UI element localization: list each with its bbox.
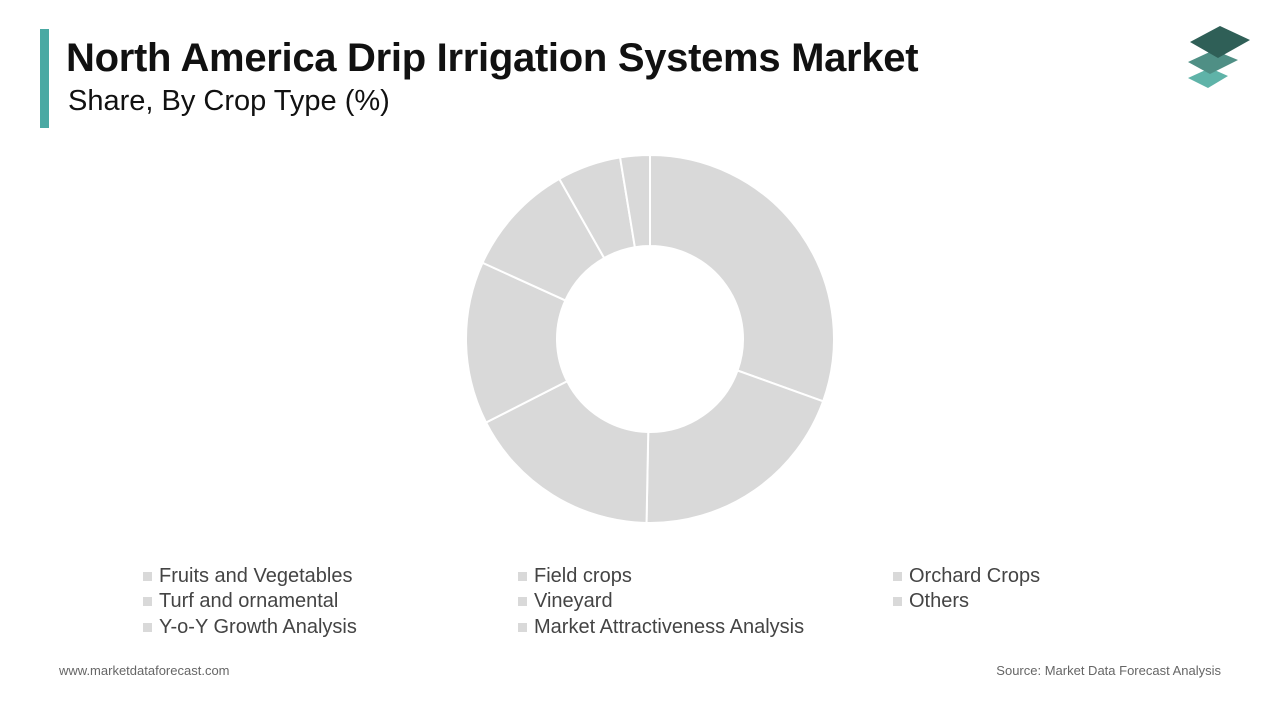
legend-label: Market Attractiveness Analysis	[534, 615, 805, 638]
legend-item-fruits-and-vegetables: Fruits and Vegetables	[143, 564, 352, 588]
donut-slice-fruits-and-vegetables	[649, 153, 835, 403]
legend-label: Orchard Crops	[909, 564, 1041, 587]
logo-layer-middle	[1188, 50, 1238, 74]
legend-swatch	[518, 596, 527, 606]
chart-title: North America Drip Irrigation Systems Ma…	[66, 36, 919, 80]
legend-item-turf-and-ornamental: Turf and ornamental	[143, 589, 338, 613]
legend-item-orchard-crops: Orchard Crops	[893, 564, 1040, 588]
legend-item-y-o-y-growth-analysis: Y-o-Y Growth Analysis	[143, 615, 357, 639]
legend-item-market-attractiveness-analysis: Market Attractiveness Analysis	[518, 615, 804, 639]
legend-item-vineyard: Vineyard	[518, 589, 613, 613]
legend-swatch	[143, 596, 152, 606]
legend-swatch	[143, 571, 152, 581]
legend-item-field-crops: Field crops	[518, 564, 632, 588]
donut-slice-field-crops	[645, 369, 825, 524]
legend-swatch	[518, 622, 527, 632]
logo-layer-top	[1190, 26, 1250, 58]
legend-swatch	[518, 571, 527, 581]
legend-label: Fruits and Vegetables	[159, 564, 353, 587]
chart-subtitle: Share, By Crop Type (%)	[68, 85, 390, 117]
legend-label: Field crops	[534, 564, 632, 587]
legend-swatch	[893, 596, 902, 606]
legend-label: Vineyard	[534, 589, 613, 612]
donut-slice-y-o-y-growth-analysis	[618, 153, 651, 249]
source-footer: Source: Market Data Forecast Analysis	[996, 663, 1221, 678]
legend-swatch	[893, 571, 902, 581]
donut-chart	[465, 153, 835, 524]
legend-item-others: Others	[893, 589, 969, 613]
legend-swatch	[143, 622, 152, 632]
donut-slice-orchard-crops	[484, 379, 650, 524]
stacked-layers-logo-icon	[1188, 26, 1250, 88]
logo-layer-bottom	[1188, 68, 1228, 88]
legend-label: Y-o-Y Growth Analysis	[159, 615, 357, 638]
legend-label: Turf and ornamental	[159, 589, 339, 612]
title-accent-bar	[40, 29, 49, 128]
website-footer: www.marketdataforecast.com	[59, 663, 230, 678]
legend-label: Others	[909, 589, 970, 612]
